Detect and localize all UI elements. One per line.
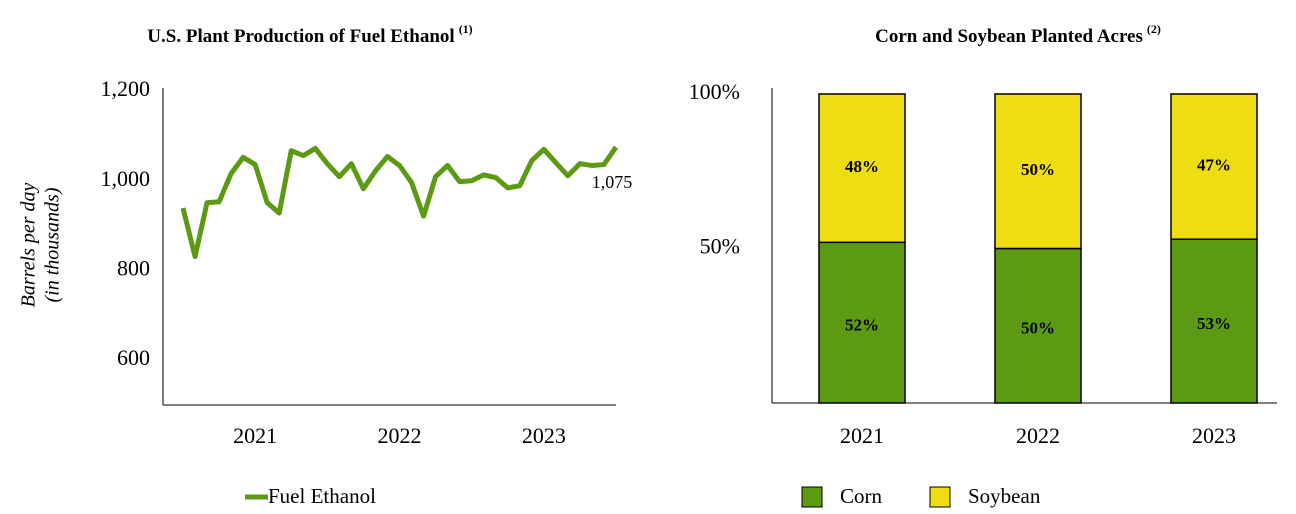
data-label: 48% (845, 157, 879, 176)
legend-label: Corn (840, 484, 883, 508)
data-line (180, 145, 619, 260)
bar-segment (818, 93, 906, 244)
legend-label: Fuel Ethanol (268, 484, 376, 508)
y-tick-label: 100% (689, 79, 740, 104)
x-tick-label: 2021 (233, 423, 277, 448)
legend-swatch (929, 486, 951, 508)
title-note: (2) (1147, 22, 1161, 36)
title-note: (1) (459, 22, 473, 36)
x-tick-label: 2022 (1016, 423, 1060, 448)
data-label: 52% (845, 316, 879, 335)
data-label: 50% (1021, 319, 1055, 338)
data-label: 47% (1197, 156, 1231, 175)
bar-segment (994, 93, 1082, 250)
y-axis-label: (in thousands) (42, 187, 64, 302)
y-tick-label: 800 (117, 255, 150, 280)
x-tick-label: 2021 (840, 423, 884, 448)
y-axis-label: Barrels per day (18, 182, 40, 307)
x-tick-label: 2023 (522, 423, 566, 448)
y-tick-label: 1,000 (101, 166, 151, 191)
chart-title: Corn and Soybean Planted Acres (2) (875, 22, 1161, 48)
bar-segment (1170, 93, 1258, 240)
title-text: Corn and Soybean Planted Acres (875, 26, 1143, 47)
y-tick-label: 600 (117, 345, 150, 370)
legend-label: Soybean (968, 484, 1041, 508)
bar-segment (818, 241, 906, 404)
title-text: U.S. Plant Production of Fuel Ethanol (147, 26, 454, 47)
y-tick-label: 1,200 (101, 76, 151, 101)
x-tick-label: 2022 (378, 423, 422, 448)
y-tick-label: 50% (700, 234, 740, 259)
data-label: 1,075 (592, 172, 633, 192)
legend-swatch (801, 486, 823, 508)
data-label: 50% (1021, 160, 1055, 179)
x-tick-label: 2023 (1192, 423, 1236, 448)
chart-title: U.S. Plant Production of Fuel Ethanol (1) (147, 22, 472, 48)
data-label: 53% (1197, 314, 1231, 333)
